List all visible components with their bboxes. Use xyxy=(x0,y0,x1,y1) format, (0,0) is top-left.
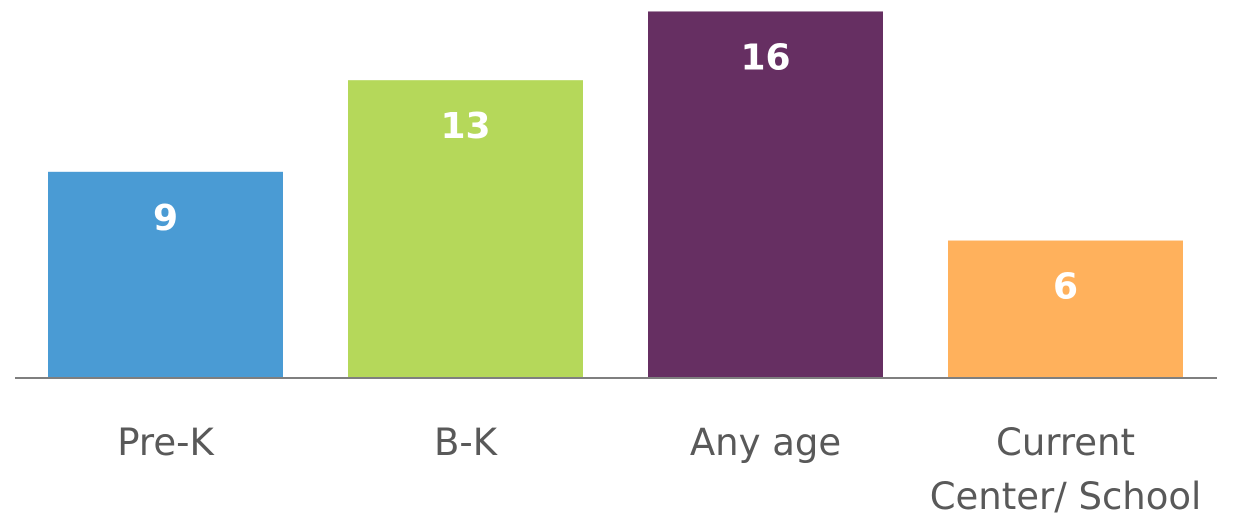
bar-value-label-0: 9 xyxy=(153,198,178,239)
category-label-2: Any age xyxy=(690,421,841,464)
category-label-3-line-0: Current xyxy=(996,421,1135,464)
bar-3 xyxy=(948,240,1183,378)
bar-0 xyxy=(48,171,283,378)
bars-group xyxy=(48,11,1183,378)
category-label-0: Pre-K xyxy=(117,421,215,464)
bar-value-label-3: 6 xyxy=(1053,267,1078,308)
bar-value-label-1: 13 xyxy=(440,106,490,147)
value-labels-group: 9 13 16 6 xyxy=(153,37,1078,307)
category-labels-group: Pre-K B-K Any age Current Center/ School xyxy=(117,421,1201,517)
category-label-1: B-K xyxy=(434,421,499,464)
bar-1 xyxy=(348,80,583,378)
bar-value-label-2: 16 xyxy=(740,37,790,78)
bar-2 xyxy=(648,11,883,378)
category-label-3-line-1: Center/ School xyxy=(930,475,1202,517)
